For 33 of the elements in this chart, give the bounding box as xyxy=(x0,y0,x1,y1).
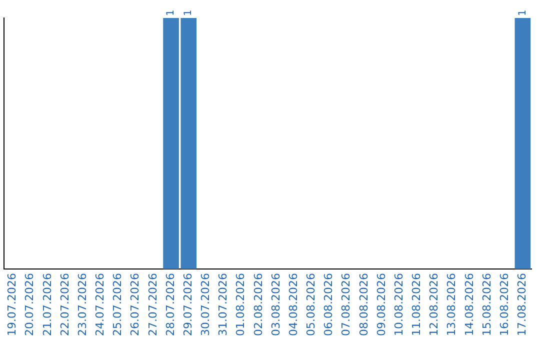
x-tick-label: 05.08.2026 xyxy=(304,273,318,336)
x-tick-label: 26.07.2026 xyxy=(128,273,142,336)
data-label: 1 xyxy=(517,10,528,16)
x-tick-label: 10.08.2026 xyxy=(392,273,406,336)
x-tick-label: 21.07.2026 xyxy=(40,273,54,336)
x-tick-label: 15.08.2026 xyxy=(480,273,494,336)
x-tick-label: 13.08.2026 xyxy=(445,273,458,336)
x-tick-label: 20.07.2026 xyxy=(23,273,36,336)
x-tick-label: 25.07.2026 xyxy=(111,273,124,336)
data-label: 1 xyxy=(166,10,177,16)
x-tick-label: 17.08.2026 xyxy=(516,273,529,336)
x-tick-label: 19.07.2026 xyxy=(6,273,19,336)
x-tick-label: 11.08.2026 xyxy=(410,273,424,336)
x-tick-label: 24.07.2026 xyxy=(94,273,107,336)
x-tick-label: 04.08.2026 xyxy=(286,273,300,336)
x-tick-label: 12.08.2026 xyxy=(428,273,441,336)
x-tick-label: 27.07.2026 xyxy=(146,273,160,336)
x-tick-label: 29.07.2026 xyxy=(181,273,194,336)
data-label: 1 xyxy=(183,10,194,16)
x-tick-label: 22.07.2026 xyxy=(58,273,72,336)
x-tick-label: 01.08.2026 xyxy=(234,273,248,336)
x-tick-label: 03.08.2026 xyxy=(269,273,282,336)
x-tick-label: 30.07.2026 xyxy=(199,273,212,336)
x-tick-label: 07.08.2026 xyxy=(340,273,353,336)
x-tick-label: 06.08.2026 xyxy=(322,273,336,336)
x-tick-label: 09.08.2026 xyxy=(374,273,388,336)
x-tick-label: 23.07.2026 xyxy=(76,273,89,336)
x-tick-label: 28.07.2026 xyxy=(164,273,177,336)
x-tick-label: 08.08.2026 xyxy=(357,273,370,336)
x-tick-label: 16.08.2026 xyxy=(498,273,511,336)
x-tick-label: 31.07.2026 xyxy=(216,273,230,336)
x-tick-label: 02.08.2026 xyxy=(252,273,265,336)
x-tick-label: 14.08.2026 xyxy=(462,273,476,336)
